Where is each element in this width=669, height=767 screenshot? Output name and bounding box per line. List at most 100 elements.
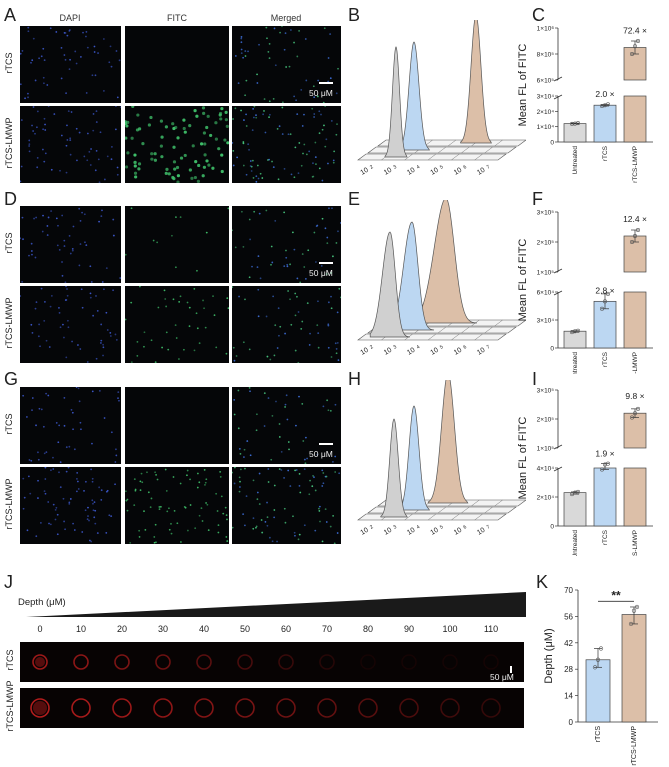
hist-tick-exponent: 5 — [439, 164, 445, 171]
y-tick-label: 2×10⁴ — [537, 495, 555, 502]
bar-0 — [563, 330, 587, 349]
hist-tick-label: 10 — [453, 347, 463, 357]
bar-chart-k: Depth (μM) 0 14 28 42 56 70 rTCS rTCS-LMWP ** — [543, 586, 658, 766]
row-label-d-0: rTCS — [4, 232, 14, 254]
hist-tick-label: 10 — [406, 527, 416, 537]
row-label-a-1: rTCS-LMWP — [4, 117, 14, 169]
hist-tick-label: 10 — [453, 527, 463, 537]
hist-tick-label: 10 — [383, 527, 393, 537]
hist-tick-exponent: 7 — [486, 524, 492, 531]
micrograph-d-r0-c1 — [125, 206, 229, 283]
fold-change-label: 2.8 × — [595, 285, 614, 295]
data-point — [600, 467, 605, 472]
category-label: Untreated — [572, 530, 579, 556]
scale-bar — [319, 82, 333, 84]
depth-value: 10 — [75, 624, 86, 634]
data-point — [569, 121, 574, 126]
spheroid — [235, 698, 255, 718]
micrograph-a-r0-c1 — [125, 26, 229, 103]
hist-tick-exponent: 3 — [392, 524, 398, 531]
micrograph-a-r1-c0 — [20, 106, 121, 183]
spheroid — [399, 698, 419, 718]
spheroid — [401, 654, 417, 670]
data-point — [572, 329, 577, 334]
hist-tick-label: 10 — [430, 527, 440, 537]
hist-tick-exponent: 4 — [416, 344, 422, 351]
micrograph-g-r0-c2: 50 μM — [232, 387, 341, 464]
y-axis-label: Mean FL of FITC — [517, 44, 529, 127]
panel-letter-a: A — [4, 5, 17, 25]
y-tick-label: 2×10⁵ — [537, 417, 555, 424]
fold-change-label: 12.4 × — [623, 214, 647, 224]
scale-bar — [319, 443, 333, 445]
spheroid — [278, 654, 294, 670]
scale-label: 50 μM — [309, 449, 333, 459]
spheroid — [30, 698, 50, 718]
y-tick-label: 1×10⁴ — [537, 124, 555, 131]
y-tick-label: 6×10⁵ — [537, 78, 555, 85]
row-label-j-1: rTCS-LMWP — [5, 680, 15, 732]
bar-chart-i: Mean FL of FITC 0 2×10⁴ 4×10⁴ 1×10⁵ 2×10⁵ 3×10… — [517, 388, 653, 556]
data-point — [576, 121, 581, 126]
spheroid — [71, 698, 91, 718]
hist-tick-exponent: 4 — [416, 164, 422, 171]
significance-label: ** — [611, 588, 621, 602]
y-tick-label: 0 — [550, 524, 554, 531]
spheroid — [32, 654, 48, 670]
micrograph-a-r1-c2 — [232, 106, 341, 183]
category-label: rTCS-LMWP — [632, 530, 639, 556]
depth-image-strip-0: 50 μM — [20, 642, 524, 682]
scale-bar — [319, 262, 333, 264]
hist-tick-label: 10 — [360, 167, 370, 177]
micrograph-g-r1-c0 — [20, 467, 121, 544]
bar-2-upper — [623, 412, 647, 449]
depth-value: 60 — [280, 624, 291, 634]
hist-tick-exponent: 5 — [439, 344, 445, 351]
data-point — [606, 291, 611, 296]
hist-tick-label: 10 — [430, 347, 440, 357]
fold-change-label: 2.0 × — [595, 89, 614, 99]
y-tick-label: 2×10⁴ — [537, 109, 555, 116]
depth-value: 70 — [321, 624, 332, 634]
depth-gradient-wedge — [26, 592, 526, 617]
hist-tick-exponent: 2 — [369, 164, 375, 171]
y-tick-label: 1×10⁶ — [537, 26, 555, 33]
row-label-d-1: rTCS-LMWP — [4, 297, 14, 349]
hist-tick-label: 10 — [383, 347, 393, 357]
data-point — [633, 233, 638, 238]
data-point — [636, 227, 641, 232]
y-tick-label: 3×10⁵ — [537, 210, 555, 217]
hist-tick-exponent: 7 — [486, 344, 492, 351]
data-point — [634, 604, 640, 610]
depth-value: 80 — [362, 624, 373, 634]
scale-label: 50 μM — [309, 88, 333, 98]
data-point — [603, 299, 608, 304]
data-point — [576, 489, 581, 494]
spheroid — [237, 654, 253, 670]
hist-tick-exponent: 6 — [462, 344, 468, 351]
hist-tick-exponent: 6 — [462, 164, 468, 171]
micrograph-d-r0-c0 — [20, 206, 121, 283]
hist-tick-label: 10 — [476, 167, 486, 177]
data-point — [595, 657, 601, 662]
hist-tick-label: 10 — [476, 347, 486, 357]
depth-value: 50 — [239, 624, 250, 634]
category-label: rTCS — [602, 529, 609, 545]
depth-axis-label: Depth (μM) — [18, 597, 66, 608]
hist-tick-label: 10 — [360, 347, 370, 357]
micrograph-g-r1-c2 — [232, 467, 341, 544]
bar-0 — [585, 659, 611, 723]
panel-letter-i: I — [532, 369, 538, 389]
spheroid — [442, 654, 458, 670]
data-point — [630, 239, 635, 244]
y-axis-label: Mean FL of FITC — [517, 239, 529, 322]
y-tick-label: 6×10⁴ — [537, 290, 555, 297]
hist-tick-exponent: 6 — [462, 524, 468, 531]
panel-letter-g: G — [4, 369, 19, 389]
spheroid — [360, 654, 376, 670]
y-tick-label: 28 — [564, 665, 573, 674]
hist-tick-label: 10 — [453, 167, 463, 177]
histogram-e: 10 2 10 3 10 4 10 5 10 6 10 7 — [357, 200, 526, 357]
bar-0 — [563, 123, 587, 143]
spheroid — [73, 654, 89, 670]
